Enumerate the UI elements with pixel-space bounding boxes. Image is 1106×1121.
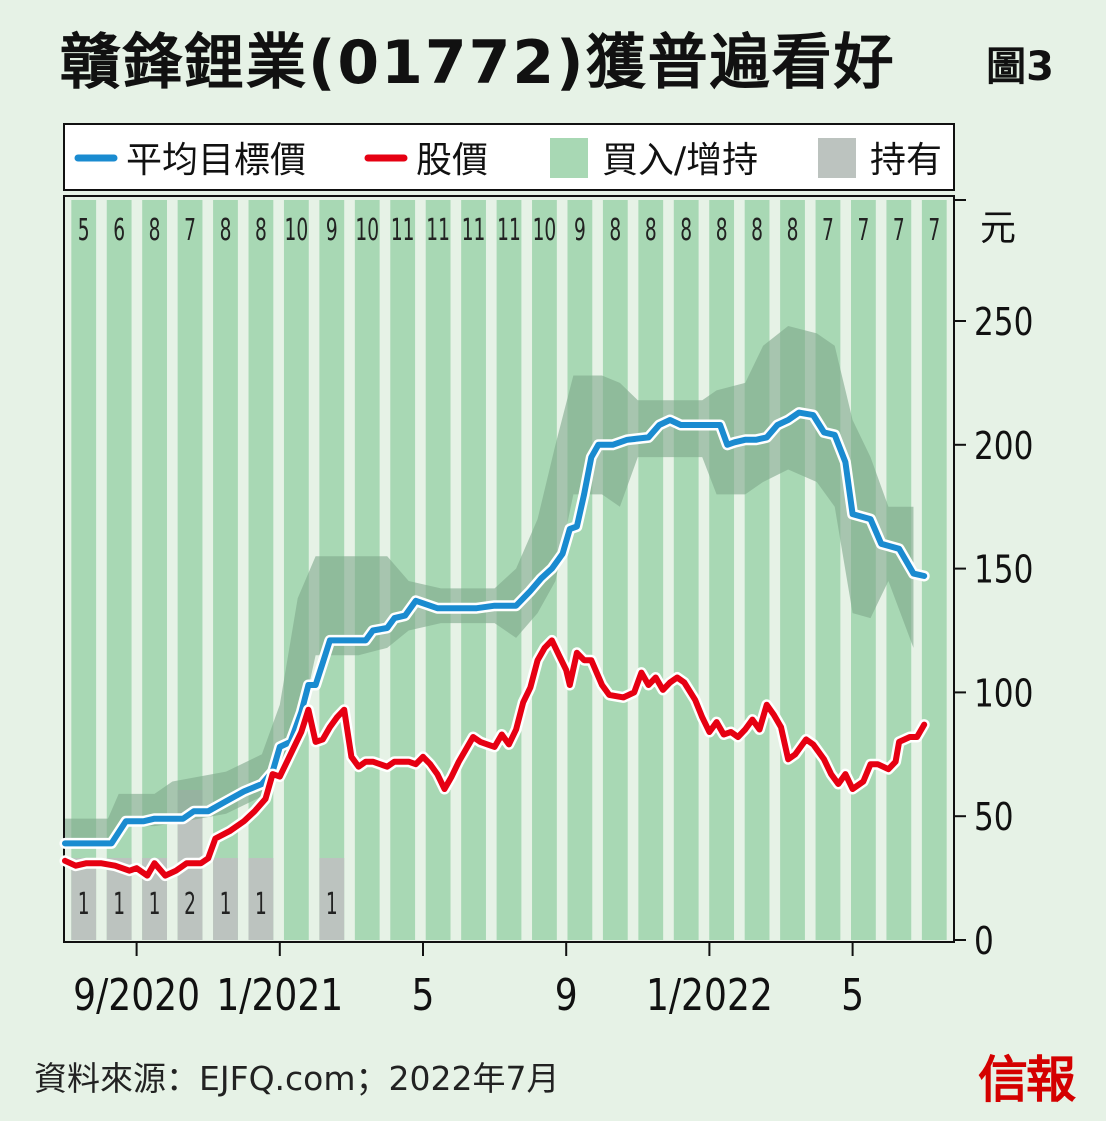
x-tick-label-0: 9/2020 — [73, 971, 200, 1021]
legend-label-0: 平均目標價 — [126, 140, 306, 181]
buy-count-14: 9 — [574, 212, 586, 247]
y-tick-label-150: 150 — [974, 549, 1033, 593]
buy-bar-11 — [461, 200, 486, 940]
buy-count-9: 11 — [391, 212, 415, 247]
buy-bar-17 — [673, 200, 699, 940]
hold-bar-0 — [71, 858, 97, 940]
buy-bar-5 — [248, 200, 274, 940]
hold-bar-7 — [319, 858, 345, 940]
buy-count-5: 8 — [255, 212, 267, 247]
legend: 平均目標價 股價 買入/增持 持有 — [63, 123, 955, 191]
target-range-band — [65, 325, 914, 839]
buy-bar-6 — [283, 200, 309, 940]
series-lines — [59, 407, 930, 882]
y-tick-label-0: 0 — [974, 920, 994, 964]
target-range-area — [65, 325, 914, 839]
hold-count-5: 1 — [255, 886, 267, 921]
figure-label: 圖3 — [986, 44, 1054, 90]
axes: 0 50 100 150 200 250 元 9/2020 1/2021 5 9 1/2022 5 — [64, 196, 1033, 1021]
buy-count-24: 7 — [928, 212, 940, 247]
buy-count-20: 8 — [787, 212, 799, 247]
buy-bar-15 — [602, 200, 628, 940]
y-tick-label-200: 200 — [974, 425, 1033, 469]
buy-count-21: 7 — [822, 212, 834, 247]
buy-count-12: 11 — [497, 212, 521, 247]
buy-count-8: 10 — [355, 212, 379, 247]
source-note: 資料來源：EJFQ.com；2022年7月 — [34, 1059, 560, 1098]
legend-label-3: 持有 — [870, 140, 942, 181]
x-tick-label-1: 1/2021 — [216, 971, 343, 1021]
legend-swatch-3 — [818, 138, 856, 178]
hold-count-0: 1 — [78, 886, 90, 921]
buy-bar-20 — [780, 200, 805, 940]
buy-count-23: 7 — [893, 212, 905, 247]
hold-count-3: 2 — [184, 886, 196, 921]
buy-count-16: 8 — [645, 212, 657, 247]
y-tick-label-50: 50 — [974, 796, 1014, 840]
chart-title: 贛鋒鋰業(01772)獲普遍看好 — [60, 28, 896, 98]
buy-count-11: 11 — [462, 212, 486, 247]
buy-count-3: 7 — [184, 212, 196, 247]
x-tick-label-2: 5 — [412, 971, 435, 1021]
buy-count-2: 8 — [149, 212, 161, 247]
y-unit-label: 元 — [980, 208, 1016, 249]
buy-count-18: 8 — [716, 212, 728, 247]
price-line — [62, 637, 928, 879]
buy-bar-19 — [744, 200, 770, 940]
buy-count-0: 5 — [78, 212, 90, 247]
buy-count-1: 6 — [113, 212, 125, 247]
buy-count-19: 8 — [751, 212, 763, 247]
buy-bar-10 — [425, 200, 451, 940]
hold-count-2: 1 — [149, 886, 161, 921]
y-tick-label-250: 250 — [974, 301, 1033, 345]
buy-count-4: 8 — [220, 212, 232, 247]
legend-label-1: 股價 — [416, 140, 488, 181]
buy-bar-16 — [638, 200, 664, 940]
y-tick-label-100: 100 — [974, 672, 1033, 716]
x-tick-label-4: 1/2022 — [646, 971, 773, 1021]
buy-count-7: 9 — [326, 212, 338, 247]
x-tick-label-5: 5 — [841, 971, 864, 1021]
hold-count-1: 1 — [113, 886, 125, 921]
buy-count-10: 11 — [426, 212, 450, 247]
buy-bar-2 — [142, 200, 168, 940]
buy-count-22: 7 — [857, 212, 869, 247]
buy-bar-14 — [567, 200, 593, 940]
legend-label-2: 買入/增持 — [602, 140, 758, 181]
legend-swatch-2 — [550, 138, 588, 178]
buy-bar-18 — [709, 200, 735, 940]
buy-bar-0 — [71, 200, 97, 940]
buy-bar-24 — [921, 200, 947, 940]
hold-count-4: 1 — [220, 886, 232, 921]
buy-bar-4 — [213, 200, 238, 940]
x-tick-label-3: 9 — [555, 971, 578, 1021]
publisher-logo: 信報 — [978, 1050, 1076, 1109]
buy-bar-21 — [815, 200, 841, 940]
title-row: 贛鋒鋰業(01772)獲普遍看好 圖3 — [0, 0, 1106, 100]
hold-count-7: 1 — [326, 886, 338, 921]
hold-bar-4 — [213, 858, 238, 940]
legend-box — [63, 123, 955, 191]
buy-count-13: 10 — [533, 212, 557, 247]
buy-count-17: 8 — [680, 212, 692, 247]
buy-count-6: 10 — [285, 212, 309, 247]
hold-bar-5 — [248, 858, 274, 940]
buy-count-15: 8 — [609, 212, 621, 247]
